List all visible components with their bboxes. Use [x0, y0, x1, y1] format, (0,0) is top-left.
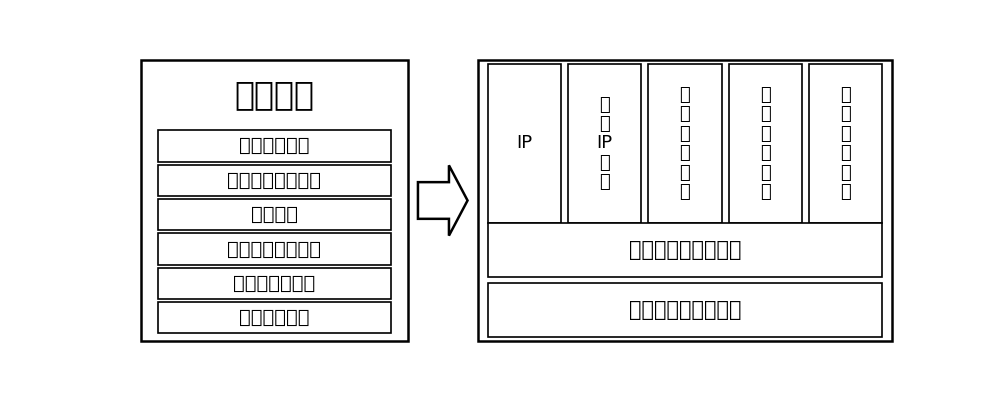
Text: 网络应用: 网络应用 — [234, 79, 314, 112]
Bar — [158, 130, 391, 162]
Bar — [648, 64, 722, 223]
Bar — [568, 64, 641, 223]
Bar — [809, 64, 882, 223]
Bar — [140, 60, 408, 341]
Text: 内
容
中
心
网
络: 内 容 中 心 网 络 — [760, 86, 771, 201]
Bar — [158, 233, 391, 265]
Text: 分布式模态控制系统: 分布式模态控制系统 — [629, 240, 741, 260]
Bar — [158, 268, 391, 299]
Text: 身
份
标
识
网
络: 身 份 标 识 网 络 — [680, 86, 690, 201]
Text: 多种传输介质: 多种传输介质 — [239, 308, 309, 327]
Bar — [478, 60, 892, 341]
Text: 多元化网络支持: 多元化网络支持 — [233, 274, 315, 293]
Text: 多元化网络数据设备: 多元化网络数据设备 — [629, 300, 741, 320]
Text: 新
型
IP
网
络: 新 型 IP 网 络 — [597, 96, 613, 191]
Bar — [488, 283, 882, 337]
Text: 身份网络识别模态: 身份网络识别模态 — [227, 171, 321, 190]
Text: 内容网络模态: 内容网络模态 — [239, 136, 309, 155]
Text: IP: IP — [516, 135, 532, 152]
Bar — [488, 64, 561, 223]
Text: 新型模态: 新型模态 — [251, 205, 298, 224]
Text: 内
容
剖
分
网
络: 内 容 剖 分 网 络 — [840, 86, 851, 201]
Text: 地球剖分网络模态: 地球剖分网络模态 — [227, 239, 321, 258]
Bar — [158, 302, 391, 333]
Bar — [158, 199, 391, 230]
Bar — [729, 64, 802, 223]
Bar — [488, 223, 882, 278]
Polygon shape — [418, 165, 468, 236]
Bar — [158, 165, 391, 196]
